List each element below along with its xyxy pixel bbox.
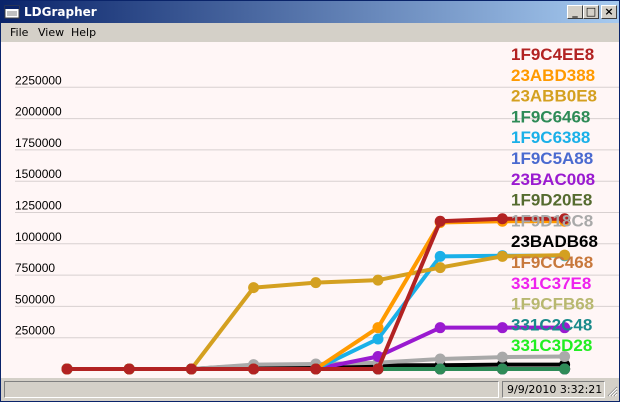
data-point xyxy=(372,363,384,375)
y-tick-label: 1000000 xyxy=(15,230,62,244)
data-point xyxy=(310,363,322,375)
data-point xyxy=(496,363,508,375)
data-point xyxy=(372,333,384,345)
data-point xyxy=(185,363,197,375)
data-point xyxy=(248,282,260,294)
legend-entry: 23ABD388 xyxy=(511,66,595,85)
data-point xyxy=(372,274,384,286)
status-datetime: 9/9/2010 3:32:21 P xyxy=(502,381,605,398)
data-point xyxy=(123,363,135,375)
series-line xyxy=(67,253,565,371)
data-point xyxy=(559,322,571,334)
legend-entry: 331C2C48 xyxy=(511,315,592,334)
data-point xyxy=(559,350,571,362)
data-point xyxy=(434,363,446,375)
legend-entry: 1F9C6468 xyxy=(511,107,590,126)
data-point xyxy=(434,322,446,334)
legend-entry: 1F9C4EE8 xyxy=(511,45,594,64)
title-bar[interactable]: LDGrapher _ □ × xyxy=(1,1,619,23)
app-icon[interactable] xyxy=(4,4,20,20)
legend-entry: 23BADB68 xyxy=(511,232,598,251)
data-point xyxy=(496,351,508,363)
data-point xyxy=(496,250,508,262)
data-point xyxy=(434,250,446,262)
legend-entry: 331C3D28 xyxy=(511,336,592,355)
data-point xyxy=(559,213,571,225)
menu-file[interactable]: File xyxy=(10,26,29,39)
series-line xyxy=(67,216,565,371)
data-point xyxy=(559,249,571,261)
line-chart: 2250000 2000000 1750000 1500000 1250000 10000… xyxy=(15,45,619,375)
legend-entry: 331C37E8 xyxy=(511,274,591,293)
legend-entry: 1F9CC468 xyxy=(511,253,593,272)
data-point xyxy=(310,277,322,289)
status-bar: 9/9/2010 3:32:21 P xyxy=(1,378,619,401)
data-point xyxy=(372,322,384,334)
minimize-button[interactable]: _ xyxy=(567,5,583,19)
close-button[interactable]: × xyxy=(601,5,617,19)
legend-entry: 23BAC008 xyxy=(511,170,595,189)
data-point xyxy=(61,363,73,375)
chart-area: 2250000 2000000 1750000 1500000 1250000 10000… xyxy=(1,42,619,378)
y-tick-label: 500000 xyxy=(15,292,55,306)
y-tick-label: 250000 xyxy=(15,324,55,338)
menu-view[interactable]: View xyxy=(38,26,65,39)
legend-entry: 23ABB0E8 xyxy=(511,87,597,106)
legend-entry: 1F9C6388 xyxy=(511,128,590,147)
legend-entry: 1F9D20E8 xyxy=(511,191,592,210)
data-point xyxy=(434,262,446,274)
y-tick-label: 2000000 xyxy=(15,105,62,119)
status-message-panel xyxy=(4,381,499,398)
data-point xyxy=(434,353,446,365)
resize-grip-icon[interactable] xyxy=(605,384,618,399)
legend-entry: 1F9C5A88 xyxy=(511,149,593,168)
y-tick-label: 1500000 xyxy=(15,167,62,181)
menu-help[interactable]: Help xyxy=(71,26,97,39)
data-point xyxy=(496,322,508,334)
series-line xyxy=(67,253,565,371)
y-tick-label: 1250000 xyxy=(15,199,62,213)
y-tick-label: 750000 xyxy=(15,261,55,275)
y-tick-label: 2250000 xyxy=(15,73,62,87)
menu-bar: File View Help xyxy=(1,23,619,42)
data-point xyxy=(559,363,571,375)
y-tick-label: 1750000 xyxy=(15,136,62,150)
data-point xyxy=(434,215,446,227)
data-point xyxy=(496,213,508,225)
legend-entry: 1F9CFB68 xyxy=(511,295,594,314)
legend-entry: 1F9D18C8 xyxy=(511,211,593,230)
data-point xyxy=(248,363,260,375)
window-title: LDGrapher xyxy=(24,5,97,19)
maximize-button[interactable]: □ xyxy=(583,5,599,19)
